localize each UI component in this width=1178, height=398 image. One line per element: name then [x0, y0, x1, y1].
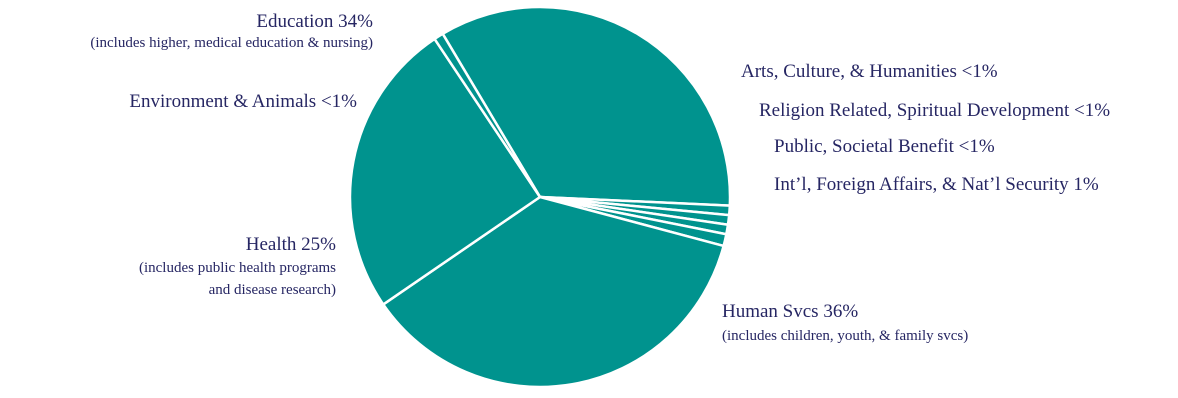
pie-slice-6 — [348, 37, 542, 306]
slice-label-5: Human Svcs 36% — [722, 301, 858, 322]
slice-sublabel-5-0: (includes children, youth, & family svcs… — [722, 328, 968, 344]
slice-sublabel-6-0: (includes public health programs — [139, 260, 336, 276]
slice-label-1: Arts, Culture, & Humanities <1% — [741, 61, 998, 82]
pie-slice-5 — [382, 195, 725, 389]
pie-slice-7 — [433, 32, 542, 199]
slice-label-3: Public, Societal Benefit <1% — [774, 136, 995, 157]
slice-label-0: Education 34% — [256, 11, 373, 32]
slice-sublabel-0-0: (includes higher, medical education & nu… — [90, 35, 373, 51]
pie-slice-0 — [441, 5, 732, 207]
slice-label-4: Int’l, Foreign Affairs, & Nat’l Security… — [774, 174, 1099, 195]
slice-label-7: Environment & Animals <1% — [129, 91, 357, 112]
slice-label-2: Religion Related, Spiritual Development … — [759, 100, 1110, 121]
slice-label-6: Health 25% — [246, 234, 336, 255]
slice-sublabel-6-1: and disease research) — [209, 282, 336, 298]
